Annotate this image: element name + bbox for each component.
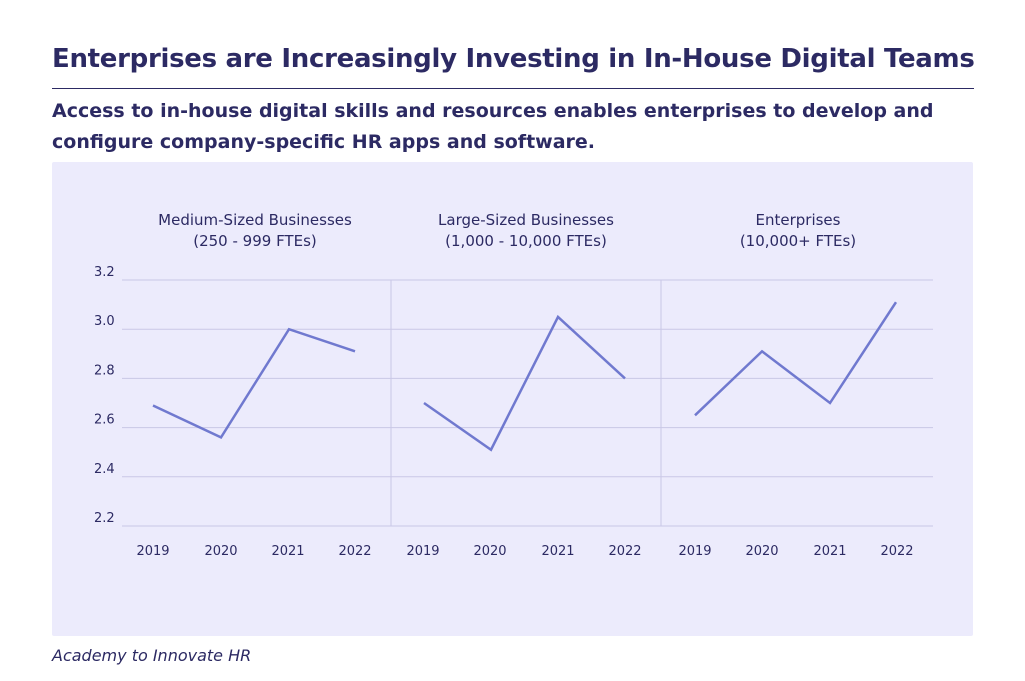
series-line	[423, 314, 626, 452]
series-line	[152, 327, 356, 440]
panel-title: Medium-Sized Businesses	[158, 211, 352, 229]
x-tick-label: 2019	[678, 544, 711, 559]
title-divider	[52, 88, 974, 89]
x-tick-label: 2020	[204, 544, 237, 559]
x-tick-label: 2020	[473, 544, 506, 559]
x-tick-label: 2021	[541, 544, 574, 559]
panel-subtitle: (10,000+ FTEs)	[740, 232, 856, 250]
source-credit: Academy to Innovate HR	[52, 646, 252, 665]
x-tick-label: 2019	[136, 544, 169, 559]
chart-title: Enterprises are Increasingly Investing i…	[52, 44, 975, 74]
x-tick-label: 2022	[608, 544, 641, 559]
x-tick-label: 2021	[271, 544, 304, 559]
y-tick-label: 2.4	[94, 462, 115, 477]
series-line	[694, 301, 898, 417]
y-tick-label: 3.0	[94, 314, 115, 329]
y-tick-label: 2.6	[94, 413, 115, 428]
y-tick-label: 2.8	[94, 363, 115, 378]
panel-subtitle: (1,000 - 10,000 FTEs)	[445, 232, 607, 250]
panel-title: Enterprises	[756, 211, 841, 229]
panel-subtitle: (250 - 999 FTEs)	[193, 232, 317, 250]
y-tick-label: 2.2	[94, 511, 115, 526]
y-tick-label: 3.2	[94, 265, 115, 280]
x-tick-label: 2019	[406, 544, 439, 559]
chart-subtitle: Access to in-house digital skills and re…	[52, 100, 934, 153]
x-tick-label: 2020	[745, 544, 778, 559]
panel-title: Large-Sized Businesses	[438, 211, 614, 229]
x-tick-label: 2021	[813, 544, 846, 559]
chart-background	[52, 162, 973, 636]
x-tick-label: 2022	[880, 544, 913, 559]
x-tick-label: 2022	[338, 544, 371, 559]
